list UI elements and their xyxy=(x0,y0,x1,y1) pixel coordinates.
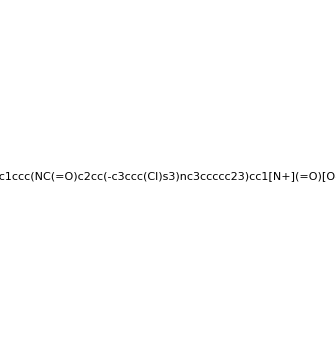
Text: Cc1ccc(NC(=O)c2cc(-c3ccc(Cl)s3)nc3ccccc23)cc1[N+](=O)[O-]: Cc1ccc(NC(=O)c2cc(-c3ccc(Cl)s3)nc3ccccc2… xyxy=(0,172,336,181)
